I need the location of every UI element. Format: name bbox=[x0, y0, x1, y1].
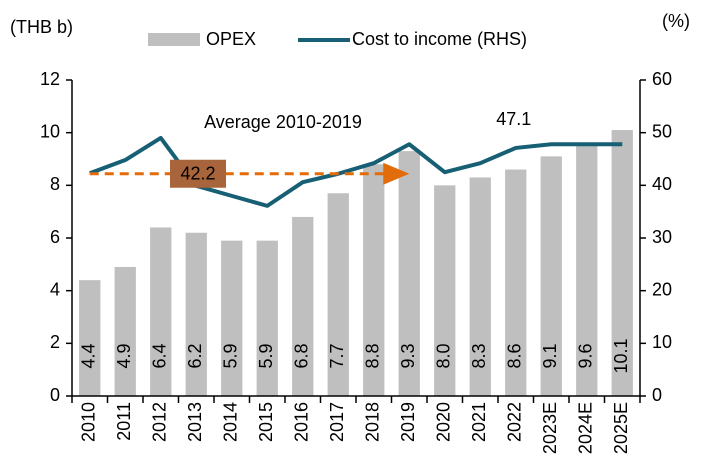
bar bbox=[185, 232, 207, 396]
average-arrowhead bbox=[383, 162, 410, 185]
x-tick-label: 2011 bbox=[114, 402, 134, 441]
bar-value-label: 8.6 bbox=[505, 343, 525, 368]
x-tick-label: 2012 bbox=[150, 402, 170, 442]
bar-value-label: 8.8 bbox=[363, 343, 383, 368]
bar bbox=[150, 227, 172, 396]
average-value-label: 42.2 bbox=[180, 163, 215, 183]
bar-value-label: 8.0 bbox=[434, 343, 454, 368]
bar-value-label: 4.9 bbox=[114, 343, 134, 368]
bar-value-label: 9.3 bbox=[398, 343, 418, 368]
bar bbox=[114, 266, 136, 396]
y2-tick-label: 20 bbox=[652, 279, 672, 299]
y-tick-label: 0 bbox=[50, 385, 60, 405]
y-tick-label: 2 bbox=[50, 332, 60, 352]
bar-value-label: 6.2 bbox=[185, 343, 205, 368]
average-label: Average 2010-2019 bbox=[204, 112, 362, 132]
bar bbox=[327, 193, 349, 396]
bar-value-label: 5.9 bbox=[256, 343, 276, 368]
x-tick-label: 2021 bbox=[469, 402, 489, 442]
y-tick-label: 12 bbox=[40, 69, 60, 89]
bar bbox=[79, 280, 101, 396]
bar bbox=[505, 169, 527, 396]
y-tick-label: 8 bbox=[50, 174, 60, 194]
bar-value-label: 7.7 bbox=[327, 343, 347, 368]
bar-value-label: 9.1 bbox=[540, 343, 560, 368]
x-tick-label: 2020 bbox=[434, 402, 454, 442]
y-axis-label: (THB b) bbox=[10, 17, 73, 37]
bar bbox=[576, 143, 598, 396]
y2-axis-label: (%) bbox=[662, 11, 690, 31]
bar-value-label: 4.4 bbox=[79, 343, 99, 368]
bar bbox=[469, 177, 491, 396]
y2-tick-label: 10 bbox=[652, 332, 672, 352]
bar bbox=[434, 185, 456, 396]
bar bbox=[292, 216, 314, 396]
y2-tick-label: 30 bbox=[652, 227, 672, 247]
x-tick-label: 2019 bbox=[398, 402, 418, 442]
bar bbox=[363, 164, 385, 396]
x-tick-label: 2017 bbox=[327, 402, 347, 442]
legend-label: Cost to income (RHS) bbox=[352, 29, 527, 49]
legend-label: OPEX bbox=[206, 29, 256, 49]
legend-swatch bbox=[148, 33, 200, 46]
bar bbox=[256, 240, 278, 396]
x-tick-label: 2015 bbox=[256, 402, 276, 442]
x-tick-label: 2022 bbox=[505, 402, 525, 442]
y2-tick-label: 60 bbox=[652, 69, 672, 89]
bar-value-label: 10.1 bbox=[611, 338, 631, 373]
x-tick-label: 2010 bbox=[79, 402, 99, 442]
bar bbox=[611, 130, 633, 397]
y2-tick-label: 40 bbox=[652, 174, 672, 194]
y-tick-label: 4 bbox=[50, 279, 60, 299]
bar bbox=[540, 156, 562, 396]
x-tick-label: 2023E bbox=[540, 402, 560, 454]
average-box bbox=[170, 159, 226, 188]
bar bbox=[221, 240, 243, 396]
x-tick-label: 2025E bbox=[611, 402, 631, 454]
x-tick-label: 2016 bbox=[292, 402, 312, 442]
bar-value-label: 5.9 bbox=[221, 343, 241, 368]
bar bbox=[398, 151, 420, 396]
x-tick-label: 2024E bbox=[576, 402, 596, 454]
bar-value-label: 8.3 bbox=[469, 343, 489, 368]
y-tick-label: 10 bbox=[40, 121, 60, 141]
x-tick-label: 2018 bbox=[363, 402, 383, 442]
x-tick-label: 2014 bbox=[221, 402, 241, 442]
line-annotation: 47.1 bbox=[496, 109, 531, 129]
y2-tick-label: 50 bbox=[652, 121, 672, 141]
bar-value-label: 6.4 bbox=[150, 343, 170, 368]
bar-value-label: 9.6 bbox=[576, 343, 596, 368]
y-tick-label: 6 bbox=[50, 227, 60, 247]
x-tick-label: 2013 bbox=[185, 402, 205, 442]
bar-value-label: 6.8 bbox=[292, 343, 312, 368]
y2-tick-label: 0 bbox=[652, 385, 662, 405]
